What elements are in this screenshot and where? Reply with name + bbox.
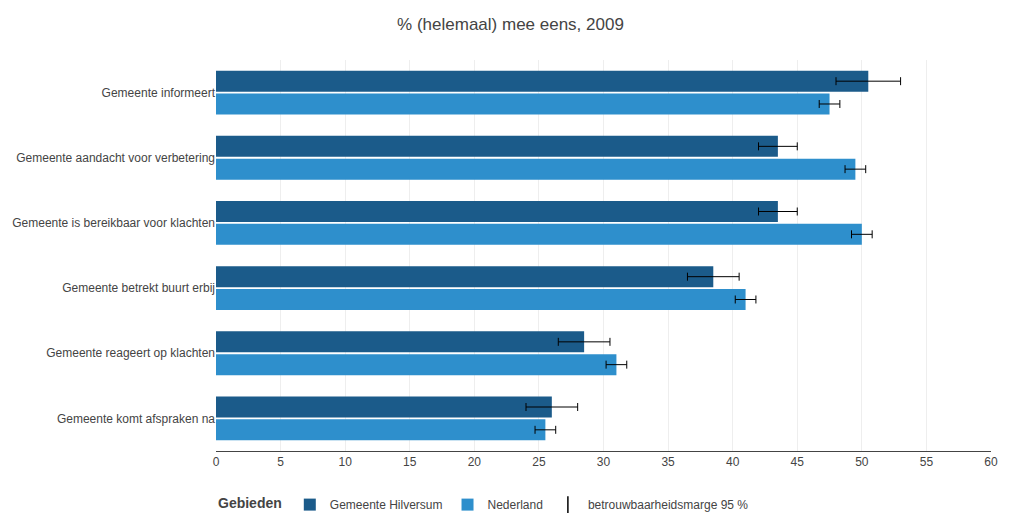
svg-text:Gemeente aandacht voor verbete: Gemeente aandacht voor verbetering xyxy=(16,151,215,165)
svg-text:40: 40 xyxy=(726,455,740,469)
svg-text:Gebieden: Gebieden xyxy=(218,495,282,511)
svg-text:Gemeente Hilversum: Gemeente Hilversum xyxy=(330,498,443,512)
svg-text:% (helemaal) mee eens, 2009: % (helemaal) mee eens, 2009 xyxy=(397,15,624,34)
svg-text:Gemeente is bereikbaar voor kl: Gemeente is bereikbaar voor klachten xyxy=(12,216,215,230)
svg-text:Gemeente reageert op klachten: Gemeente reageert op klachten xyxy=(46,346,215,360)
svg-text:betrouwbaarheidsmarge 95 %: betrouwbaarheidsmarge 95 % xyxy=(588,498,748,512)
svg-text:45: 45 xyxy=(791,455,805,469)
svg-text:15: 15 xyxy=(403,455,417,469)
svg-text:Gemeente betrekt buurt erbij: Gemeente betrekt buurt erbij xyxy=(62,281,215,295)
svg-text:Gemeente informeert: Gemeente informeert xyxy=(102,86,216,100)
svg-text:0: 0 xyxy=(213,455,220,469)
svg-text:55: 55 xyxy=(920,455,934,469)
svg-text:10: 10 xyxy=(338,455,352,469)
svg-text:Nederland: Nederland xyxy=(488,498,543,512)
svg-text:5: 5 xyxy=(277,455,284,469)
svg-text:25: 25 xyxy=(532,455,546,469)
svg-text:35: 35 xyxy=(661,455,675,469)
svg-text:20: 20 xyxy=(468,455,482,469)
svg-text:50: 50 xyxy=(855,455,869,469)
svg-text:60: 60 xyxy=(984,455,998,469)
svg-text:30: 30 xyxy=(597,455,611,469)
svg-text:Gemeente komt afspraken na: Gemeente komt afspraken na xyxy=(57,412,215,426)
